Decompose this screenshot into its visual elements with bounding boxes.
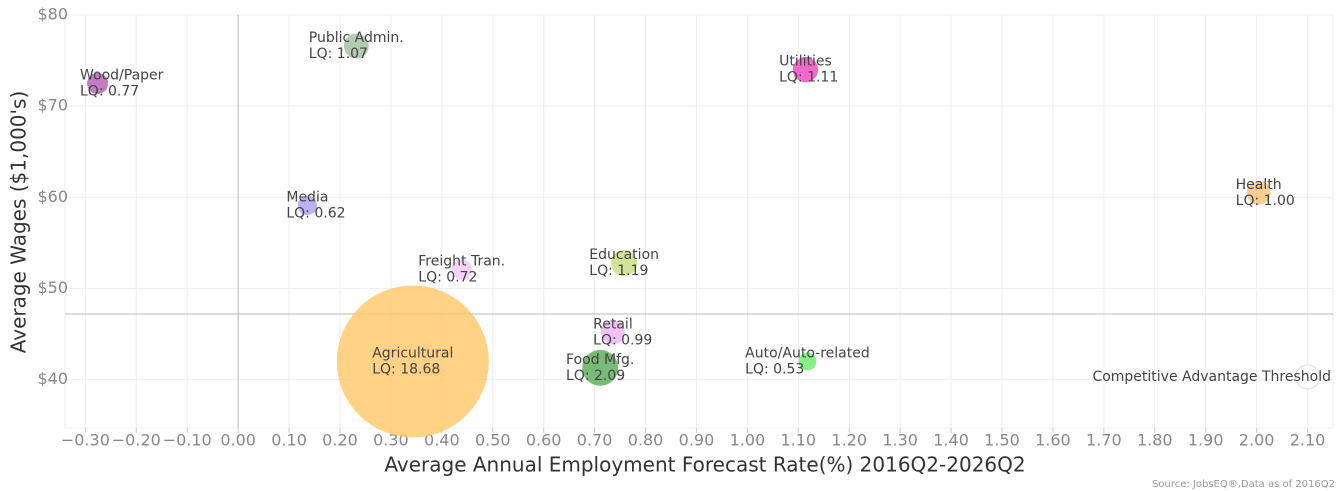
bubble-label: Food Mfg.: [566, 352, 634, 368]
x-tick-label: 0.20: [322, 431, 358, 450]
lq-label: LQ: 1.19: [589, 263, 648, 279]
bubble: [600, 320, 625, 345]
y-tick-label: $80: [37, 5, 68, 24]
x-tick-label: 0.50: [475, 431, 511, 450]
lq-label: LQ: 0.72: [418, 269, 477, 285]
threshold-marker: [1295, 364, 1321, 390]
bubble: [343, 33, 369, 59]
lq-label: LQ: 0.62: [286, 206, 345, 222]
x-tick-label: 0.00: [220, 431, 256, 450]
x-tick-label: 0.70: [577, 431, 613, 450]
x-tick-label: 1.90: [1188, 431, 1224, 450]
x-tick-label: −0.30: [61, 431, 110, 450]
source: Source: JobsEQ®,Data as of 2016Q2: [1152, 479, 1335, 490]
x-tick-label: 0.80: [628, 431, 664, 450]
x-tick-label: 0.10: [271, 431, 307, 450]
x-tick-label: 2.00: [1239, 431, 1275, 450]
y-tick-label: $50: [37, 278, 68, 297]
bubble-label: Health: [1236, 177, 1282, 193]
y-axis-title: Average Wages ($1,000's): [7, 91, 31, 354]
bubble: [1246, 180, 1271, 205]
x-axis-title: Average Annual Employment Forecast Rate(…: [384, 453, 1025, 477]
x-tick-label: 1.70: [1086, 431, 1122, 450]
bubble-label: Agricultural: [372, 345, 453, 361]
bubble-label: Auto/Auto-related: [745, 345, 870, 361]
bubble-label: Utilities: [779, 54, 832, 70]
bubble-label: Public Admin.: [309, 30, 404, 46]
x-tick-label: 1.50: [984, 431, 1020, 450]
lq-label: LQ: 18.68: [372, 361, 440, 377]
bubble: [611, 249, 638, 277]
y-tick-label: $40: [37, 369, 68, 388]
x-tick-label: 1.20: [831, 431, 867, 450]
y-tick-label: $60: [37, 187, 68, 206]
lq-label: LQ: 1.07: [309, 46, 368, 62]
x-tick-label: 1.30: [882, 431, 918, 450]
lq-label: LQ: 1.00: [1236, 193, 1295, 209]
y-tick-label: $70: [37, 96, 68, 115]
x-tick-label: −0.10: [163, 431, 212, 450]
bubble-label: Retail: [593, 316, 633, 332]
bubble: [87, 72, 109, 94]
x-tick-label: 1.00: [730, 431, 766, 450]
lq-label: LQ: 0.99: [593, 332, 652, 348]
bubble-label: Freight Tran.: [418, 253, 505, 269]
bubble: [582, 349, 619, 386]
x-tick-label: 2.10: [1290, 431, 1326, 450]
bubble-label: Media: [286, 190, 328, 206]
x-tick-label: 1.80: [1137, 431, 1173, 450]
bubble: [297, 195, 317, 216]
lq-label: LQ: 0.53: [745, 361, 804, 377]
bubble: [792, 57, 819, 83]
x-tick-label: −0.20: [112, 431, 161, 450]
lq-label: LQ: 1.11: [779, 70, 838, 86]
x-tick-label: 0.90: [679, 431, 715, 450]
plot-area: [64, 14, 1334, 429]
bubble-label: Wood/Paper: [80, 67, 164, 83]
x-tick-label: 1.60: [1035, 431, 1071, 450]
bubble: [336, 285, 489, 438]
x-tick-label: 1.10: [780, 431, 816, 450]
bubble-label: Education: [589, 247, 659, 263]
lq-label: LQ: 0.77: [80, 83, 139, 99]
x-tick-label: 1.40: [933, 431, 969, 450]
x-tick-label: 0.40: [424, 431, 460, 450]
lq-label: LQ: 2.09: [566, 368, 625, 384]
bubble: [798, 352, 817, 371]
threshold-label: Competitive Advantage Threshold: [1092, 369, 1331, 385]
x-tick-label: 0.60: [526, 431, 562, 450]
bubble: [451, 259, 472, 280]
